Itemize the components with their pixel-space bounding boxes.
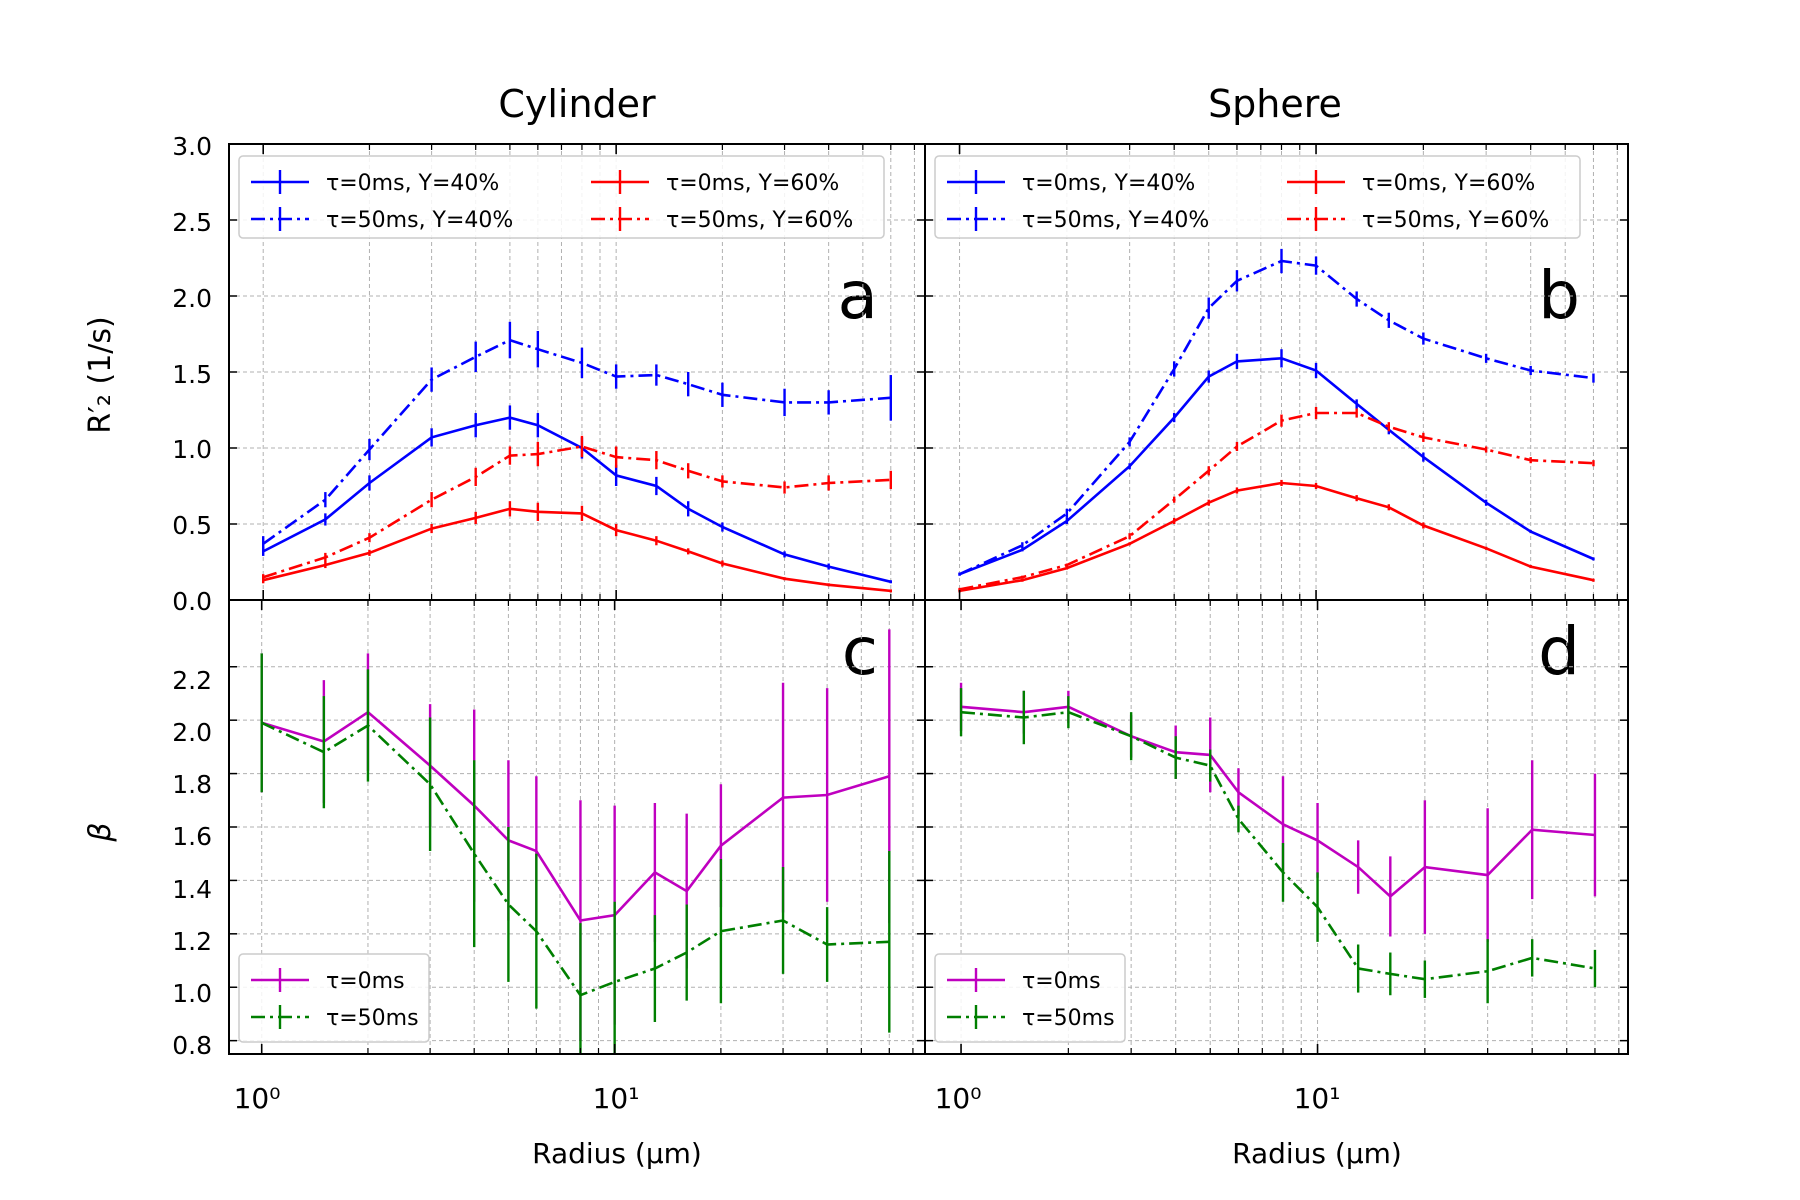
series--50ms-y-40- <box>262 321 892 552</box>
series-line <box>959 411 1594 591</box>
series--50ms-y-60- <box>262 435 892 581</box>
panel-label-a: a <box>838 257 878 334</box>
panel-label-d: d <box>1538 613 1580 690</box>
series-line <box>262 507 891 593</box>
legend-box <box>934 155 1581 239</box>
legend-entry: τ=50ms, Y=40% <box>326 208 513 233</box>
legend-entry: τ=0ms, Y=40% <box>326 171 499 196</box>
y-tick-label: 1.2 <box>172 927 212 956</box>
legend-entry: τ=50ms <box>326 1006 419 1031</box>
x-tick-label: 10¹ <box>593 1082 640 1115</box>
y-tick-label: 0.5 <box>172 511 212 540</box>
legend-layer: τ=0ms, Y=40% τ=50ms, Y=40% τ=0ms, Y=60% τ=5… <box>238 155 1581 1043</box>
legend-entry: τ=0ms <box>1022 969 1101 994</box>
legend-entry: τ=0ms, Y=40% <box>1022 171 1195 196</box>
column-title-sphere: Sphere <box>1208 82 1342 126</box>
series-line <box>262 445 891 579</box>
y-tick-label: 1.4 <box>172 875 212 904</box>
series-line <box>960 710 1596 981</box>
series--50ms <box>959 688 1597 1004</box>
x-tick-label: 10⁰ <box>234 1082 281 1115</box>
axes-frame <box>924 599 1629 1055</box>
x-axis-label-cylinder: Radius (μm) <box>532 1137 702 1170</box>
marks-layer <box>260 248 1597 1054</box>
column-title-cylinder: Cylinder <box>498 82 656 126</box>
y-axis-label-beta: β <box>83 822 118 842</box>
y-tick-label: 3.0 <box>172 132 212 161</box>
y-tick-label: 1.0 <box>172 435 212 464</box>
legend-entry: τ=50ms, Y=60% <box>1362 208 1549 233</box>
series--0ms-y-40- <box>958 349 1595 576</box>
series--50ms <box>260 653 891 1054</box>
legend-box <box>238 953 430 1043</box>
frame-layer <box>228 143 1629 1055</box>
series--50ms-y-40- <box>958 248 1595 576</box>
y-tick-label: 1.8 <box>172 770 212 799</box>
series--50ms-y-60- <box>958 406 1595 591</box>
panel-label-b: b <box>1538 257 1580 334</box>
y-tick-label: 1.0 <box>172 979 212 1008</box>
series-line <box>959 356 1595 576</box>
y-tick-label: 1.5 <box>172 360 212 389</box>
series--0ms-y-60- <box>262 501 892 593</box>
series--0ms <box>959 682 1597 942</box>
panel-label-c: c <box>842 613 878 690</box>
legend-entry: τ=0ms, Y=60% <box>1362 171 1535 196</box>
legend-entry: τ=50ms, Y=40% <box>1022 208 1209 233</box>
x-tick-label: 10⁰ <box>935 1082 982 1115</box>
y-tick-label: 1.6 <box>172 822 212 851</box>
y-tick-label: 0.8 <box>172 1031 212 1060</box>
y-tick-label: 2.0 <box>172 718 212 747</box>
series-line <box>261 710 890 922</box>
y-tick-label: 2.0 <box>172 284 212 313</box>
y-tick-label: 2.2 <box>172 666 212 695</box>
legend-box <box>934 953 1126 1043</box>
legend-entry: τ=50ms <box>1022 1006 1115 1031</box>
legend-box <box>238 155 885 239</box>
legend-entry: τ=50ms, Y=60% <box>666 208 853 233</box>
y-axis-label-r2prime: R′₂ (1/s) <box>83 316 118 433</box>
x-axis-label-sphere: Radius (μm) <box>1232 1137 1402 1170</box>
legend-entry: τ=0ms <box>326 969 405 994</box>
series-line <box>959 481 1594 593</box>
x-tick-label: 10¹ <box>1294 1082 1341 1115</box>
legend-entry: τ=0ms, Y=60% <box>666 171 839 196</box>
series-line <box>958 259 1594 576</box>
y-tick-label: 0.0 <box>172 587 212 616</box>
y-tick-label: 2.5 <box>172 208 212 237</box>
series--0ms-y-60- <box>958 479 1595 593</box>
